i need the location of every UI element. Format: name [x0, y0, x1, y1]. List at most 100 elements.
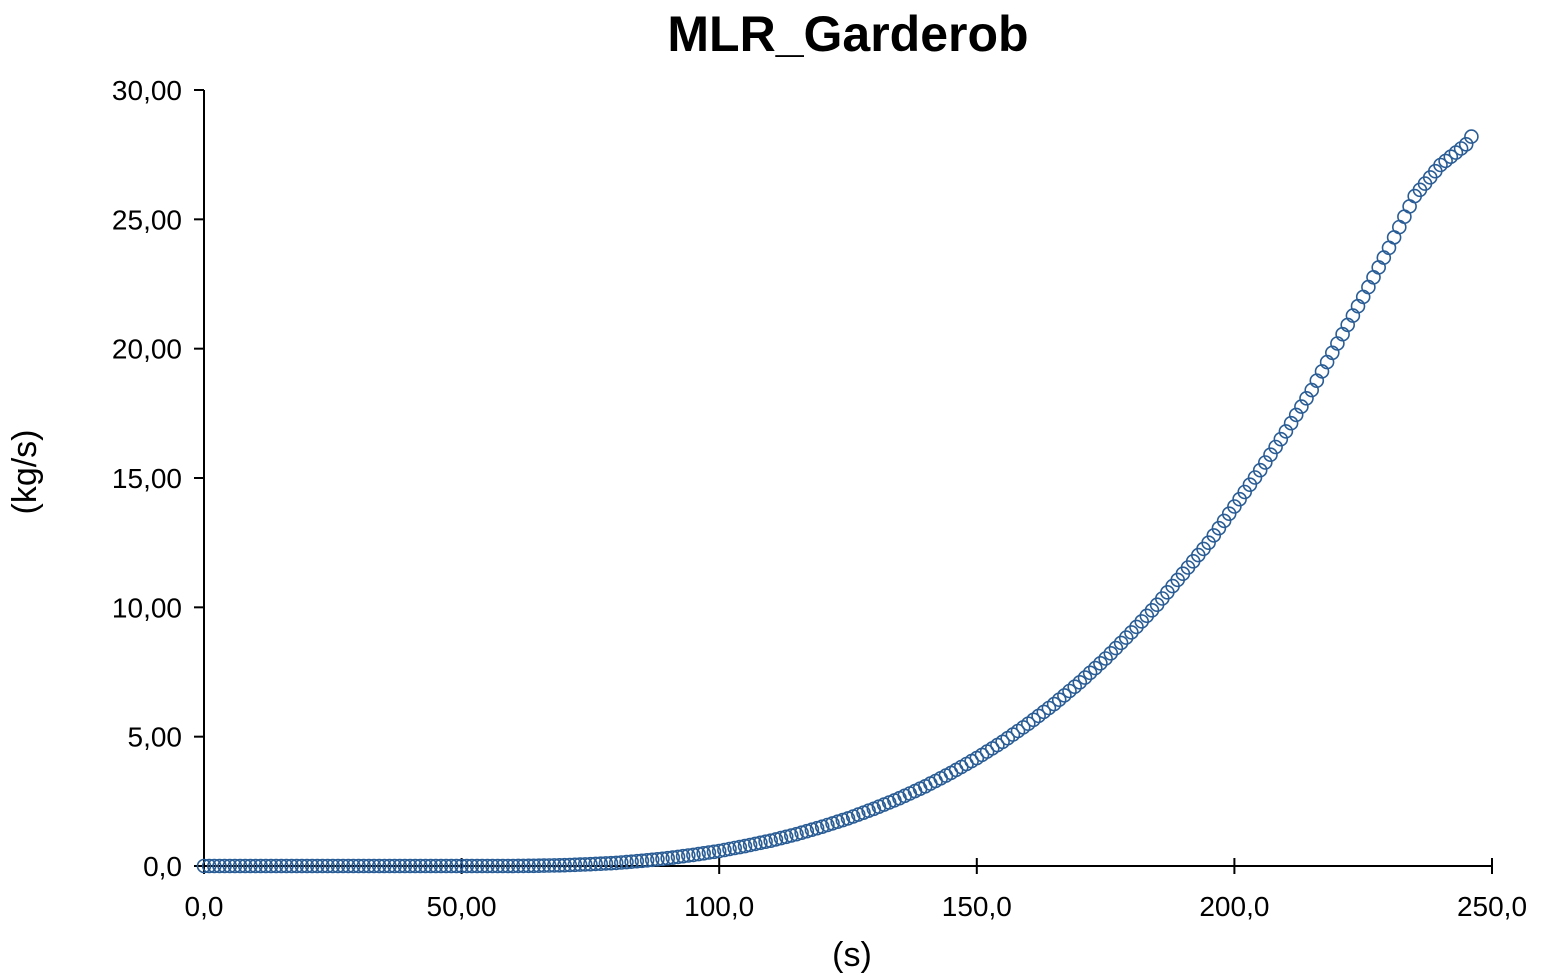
data-point [546, 858, 562, 873]
data-point [644, 852, 660, 868]
data-point [201, 858, 217, 874]
data-point [1273, 431, 1289, 447]
chart-title: MLR_Garderob [667, 6, 1029, 62]
data-point [1103, 645, 1119, 661]
data-point [552, 857, 567, 873]
data-point [706, 844, 722, 860]
data-point [1294, 399, 1309, 414]
data-point [1211, 520, 1227, 536]
data-point [773, 830, 789, 846]
data-point [696, 845, 712, 861]
data-point [603, 855, 619, 871]
x-axis-title: (s) [832, 936, 872, 974]
x-axis-ticks: 0,0 50,00 100,0 150,0 200,0 250,0 [185, 858, 1527, 922]
data-point [1227, 499, 1242, 514]
data-point [413, 858, 428, 874]
data-point [1258, 455, 1273, 470]
data-point [227, 858, 243, 874]
data-point [459, 858, 475, 874]
data-point [387, 858, 402, 874]
data-point [243, 858, 258, 874]
data-point [428, 858, 444, 874]
data-point [680, 848, 696, 863]
data-point [727, 840, 743, 856]
data-point [495, 858, 511, 874]
data-point [500, 858, 516, 874]
data-point [273, 858, 289, 874]
data-point [742, 837, 758, 853]
data-point [1118, 630, 1134, 645]
data-point [356, 858, 372, 874]
data-point [490, 858, 506, 874]
data-point [330, 858, 346, 874]
data-point [1051, 692, 1067, 708]
data-point [629, 853, 645, 869]
y-tick-label: 10,00 [112, 592, 182, 623]
data-point [315, 858, 330, 874]
data-point [402, 858, 418, 874]
data-point [655, 851, 670, 867]
data-point [1221, 506, 1237, 522]
data-point [588, 856, 603, 872]
data-point [433, 858, 449, 874]
data-point [1144, 602, 1160, 618]
data-point [480, 858, 495, 874]
y-tick-label: 5,00 [128, 722, 183, 753]
data-point [1288, 407, 1304, 423]
data-point [1453, 141, 1469, 156]
data-point [1082, 665, 1098, 681]
data-point [1299, 390, 1314, 406]
data-point [1278, 424, 1294, 439]
data-point [758, 834, 773, 850]
data-point [1464, 129, 1479, 144]
y-tick-label: 25,00 [112, 204, 182, 235]
data-point [650, 851, 665, 867]
data-point [722, 841, 737, 857]
data-point [361, 858, 377, 874]
data-point [253, 858, 269, 874]
data-point [1443, 149, 1459, 164]
x-tick-label: 100,0 [684, 891, 754, 922]
axes [203, 90, 1492, 867]
data-point [309, 858, 325, 874]
x-tick-label: 200,0 [1199, 891, 1269, 922]
data-point [670, 849, 686, 865]
y-tick-label: 0,0 [143, 851, 182, 882]
data-point [392, 858, 408, 874]
data-point [619, 854, 634, 870]
y-tick-label: 20,00 [112, 334, 182, 365]
data-point [207, 858, 222, 874]
x-tick-label: 150,0 [942, 891, 1012, 922]
data-point [1124, 625, 1139, 640]
data-point [665, 850, 681, 865]
data-point [753, 835, 768, 851]
x-tick-label: 0,0 [185, 891, 224, 922]
data-point [248, 858, 263, 874]
data-point [717, 842, 732, 858]
data-point [1268, 439, 1283, 455]
data-point [691, 846, 706, 862]
data-point [1366, 269, 1381, 285]
x-tick-label: 50,00 [427, 891, 497, 922]
data-point [583, 856, 598, 872]
data-point [443, 858, 459, 874]
data-point [624, 854, 639, 870]
data-point [212, 858, 227, 874]
data-point [284, 858, 299, 874]
data-points [196, 129, 1479, 874]
data-point [598, 856, 614, 871]
data-point [608, 855, 624, 871]
data-point [1108, 640, 1124, 656]
data-point [1067, 679, 1082, 695]
data-point [1134, 614, 1149, 629]
data-point [711, 843, 727, 859]
data-point [1113, 635, 1129, 651]
data-point [1252, 462, 1268, 478]
data-point [1232, 491, 1247, 507]
data-point [505, 858, 521, 874]
data-point [294, 858, 310, 874]
data-point [438, 858, 454, 874]
data-point [1283, 415, 1299, 431]
data-point [567, 857, 583, 873]
